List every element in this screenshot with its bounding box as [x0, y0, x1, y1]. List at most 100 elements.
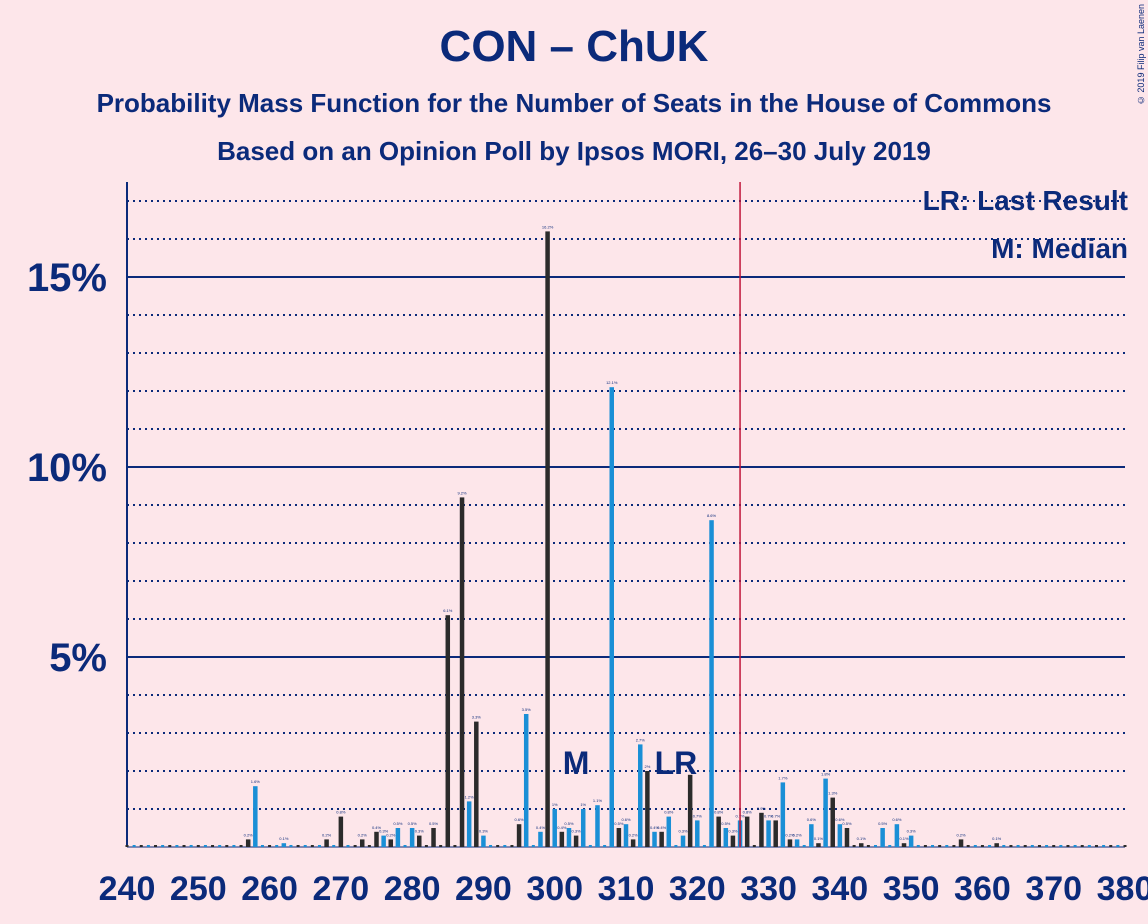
- baseline-mark: [1059, 845, 1063, 847]
- bar-value-label: 8.6%: [707, 513, 717, 518]
- bar-value-label: 0.2%: [358, 832, 368, 837]
- bar-value-label: 0.8%: [743, 810, 753, 815]
- last-result-marker: LR: [655, 745, 698, 781]
- bar-seat-289: [474, 721, 479, 847]
- baseline-mark: [1066, 845, 1070, 847]
- bar-value-label: 1.7%: [778, 775, 788, 780]
- bar-value-label: 0.8%: [664, 810, 674, 815]
- bar-value-label: 0.5%: [393, 821, 403, 826]
- y-tick-label: 10%: [27, 446, 107, 490]
- bar-value-label: 0.8%: [336, 810, 346, 815]
- bar-seat-277: [388, 839, 394, 847]
- bar-seat-308: [609, 387, 614, 847]
- bar-seat-301: [559, 831, 565, 847]
- bar-value-label: 0.3%: [379, 829, 389, 834]
- bar-seat-325: [730, 835, 736, 847]
- bar-seat-302: [566, 828, 572, 847]
- baseline-mark: [1073, 845, 1077, 847]
- x-tick-label: 310: [598, 870, 655, 908]
- bar-value-label: 6.1%: [443, 608, 453, 613]
- bar-value-label: 0.4%: [557, 825, 567, 830]
- bar-value-label: 0.7%: [693, 813, 703, 818]
- bar-seat-331: [773, 820, 778, 847]
- baseline-mark: [1037, 845, 1041, 847]
- bar-seat-357: [958, 839, 964, 847]
- bar-seat-303: [573, 835, 579, 847]
- bar-value-label: 0.3%: [728, 829, 738, 834]
- bar-value-label: 0.6%: [892, 817, 902, 822]
- x-tick-label: 270: [312, 870, 369, 908]
- x-tick-label: 370: [1025, 870, 1082, 908]
- x-tick-label: 360: [954, 870, 1011, 908]
- baseline-mark: [1023, 845, 1027, 847]
- bar-seat-258: [253, 786, 258, 847]
- baseline-mark: [346, 845, 350, 847]
- baseline-mark: [189, 845, 193, 847]
- baseline-mark: [1030, 845, 1034, 847]
- baseline-mark: [232, 845, 236, 847]
- bar-seat-281: [417, 835, 422, 847]
- baseline-mark: [453, 845, 457, 847]
- baseline-mark: [225, 845, 229, 847]
- baseline-mark: [980, 845, 984, 847]
- baseline-mark: [752, 845, 756, 847]
- baseline-mark: [603, 845, 607, 847]
- bar-value-label: 9.2%: [457, 490, 467, 495]
- bar-seat-299: [545, 231, 550, 847]
- baseline-mark: [332, 845, 336, 847]
- bar-value-label: 0.3%: [678, 829, 688, 834]
- bar-value-label: 0.3%: [479, 829, 489, 834]
- bar-seat-336: [809, 824, 814, 847]
- baseline-mark: [931, 845, 935, 847]
- bar-value-label: 0.5%: [408, 821, 418, 826]
- bar-value-label: 0.2%: [322, 832, 332, 837]
- baseline-mark: [139, 845, 143, 847]
- bar-seat-338: [823, 778, 828, 847]
- bar-value-label: 0.4%: [536, 825, 546, 830]
- bar-seat-350: [908, 835, 914, 847]
- bar-seat-340: [837, 824, 843, 847]
- x-tick-label: 240: [99, 870, 156, 908]
- x-tick-label: 330: [740, 870, 797, 908]
- bar-value-label: 0.9%: [757, 806, 767, 811]
- bar-seat-295: [516, 824, 522, 847]
- baseline-mark: [1123, 845, 1127, 847]
- bar-seat-270: [338, 816, 344, 847]
- baseline-mark: [1002, 845, 1006, 847]
- bar-value-label: 0.6%: [621, 817, 631, 822]
- baseline-mark: [1102, 845, 1106, 847]
- bar-value-label: 0.1%: [992, 836, 1002, 841]
- baseline-mark: [296, 845, 300, 847]
- bar-value-label: 0.6%: [835, 817, 845, 822]
- bar-seat-327: [744, 816, 750, 847]
- baseline-mark: [866, 845, 870, 847]
- x-tick-label: 320: [669, 870, 726, 908]
- x-tick-label: 380: [1097, 870, 1148, 908]
- bar-seat-311: [630, 839, 636, 847]
- bar-value-label: 1.3%: [828, 791, 838, 796]
- bar-seat-280: [409, 828, 415, 847]
- bar-seat-332: [780, 782, 786, 847]
- chart-subtitle-2: Based on an Opinion Poll by Ipsos MORI, …: [217, 136, 931, 166]
- bar-value-label: 0.4%: [657, 825, 667, 830]
- bar-value-label: 0.2%: [244, 832, 254, 837]
- bar-seat-337: [816, 843, 821, 847]
- baseline-mark: [403, 845, 407, 847]
- baseline-mark: [923, 845, 927, 847]
- bar-value-label: 0.3%: [415, 829, 425, 834]
- chart-title: CON – ChUK: [439, 22, 709, 71]
- bar-seat-275: [374, 831, 379, 847]
- bar-seat-341: [844, 828, 850, 847]
- baseline-mark: [146, 845, 150, 847]
- bar-seat-316: [666, 816, 672, 847]
- bar-value-label: 0.5%: [429, 821, 439, 826]
- bar-value-label: 0.2%: [629, 832, 639, 837]
- bar-value-label: 0.1%: [279, 836, 289, 841]
- bar-seat-298: [538, 831, 543, 847]
- baseline-mark: [945, 845, 949, 847]
- baseline-mark: [196, 845, 200, 847]
- baseline-mark: [439, 845, 443, 847]
- bar-seat-257: [245, 839, 251, 847]
- baseline-mark: [1009, 845, 1013, 847]
